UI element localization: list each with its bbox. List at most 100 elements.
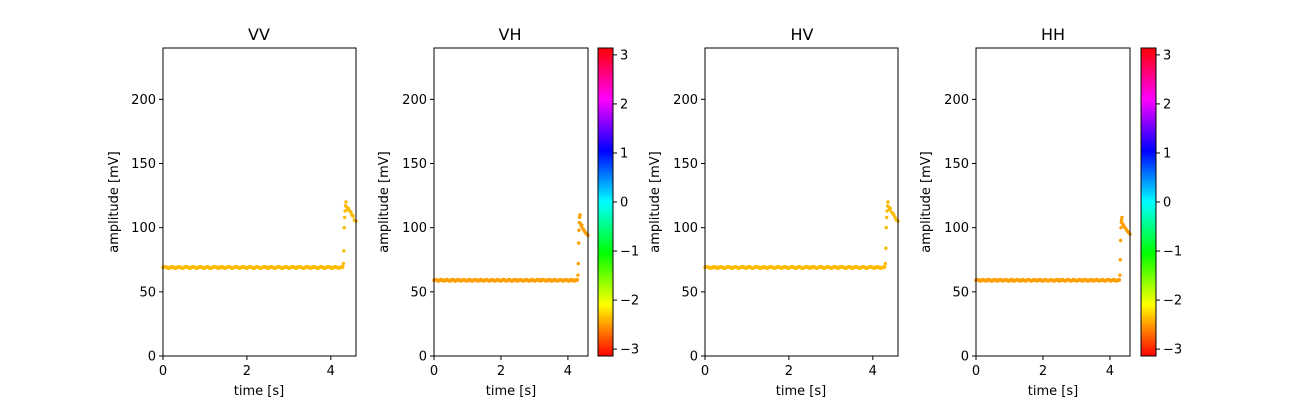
data-point [1120,215,1124,220]
data-point [346,206,351,211]
colorbar-tick-label: −2 [620,294,639,309]
colorbar-ticks: 3 2 1 0 −1 −2 −3 [1156,48,1182,358]
panel-title: HH [1041,25,1065,44]
y-axis-label: amplitude [mV] [377,151,392,253]
y-tick-label: 200 [944,93,969,108]
panel-title: HV [791,25,814,44]
scatter-points [161,200,358,270]
x-tick-label: 0 [972,364,980,379]
data-point [342,249,346,253]
data-point [342,215,347,220]
y-tick-label: 150 [944,157,969,172]
colorbar-gradient [597,47,614,357]
scatter-points [432,213,590,283]
panel-hv: HV 0 50 100 150 200 0 2 4 time [s] amplitude [… [648,25,900,399]
y-tick-label: 150 [131,157,156,172]
data-point [886,200,890,204]
colorbar-tick-label: −2 [1163,294,1182,309]
colorbar-tick-label: −1 [620,245,639,260]
x-tick-label: 2 [1039,364,1047,379]
scatter-points [974,215,1132,283]
colorbar-ticks: 3 2 1 0 −1 −2 −3 [613,48,639,358]
x-axis-label: time [s] [1028,384,1078,399]
data-point [349,210,353,214]
data-point [888,206,893,211]
y-axis-label: amplitude [mV] [919,151,934,253]
panel-title: VV [248,25,270,44]
x-axis-label: time [s] [776,384,826,399]
y-tick-label: 200 [402,93,427,108]
y-tick-label: 100 [944,221,969,236]
y-tick-label: 50 [410,285,427,300]
x-tick-label: 4 [564,364,572,379]
colorbar-tick-label: 1 [620,146,628,161]
data-point [1118,238,1123,243]
y-axis-ticks: 0 50 100 150 200 [944,93,976,365]
y-tick-label: 0 [419,350,427,365]
data-point [884,215,889,220]
panel-title: VH [499,25,522,44]
colorbar-tick-label: 2 [1163,97,1171,112]
panel-hh: HH 0 50 100 150 200 0 2 4 time [s] amplitude [… [919,25,1182,399]
colorbar-gradient [1140,47,1157,357]
data-point [576,273,580,277]
data-point [1118,258,1122,262]
y-tick-label: 200 [673,93,698,108]
colorbar-tick-label: 0 [1163,196,1171,211]
x-axis-ticks: 0 2 4 [159,356,335,379]
y-tick-label: 150 [673,157,698,172]
colorbar-tick-label: 3 [620,48,628,63]
y-tick-label: 100 [402,221,427,236]
data-point [885,209,889,213]
x-tick-label: 0 [701,364,709,379]
y-tick-label: 100 [131,221,156,236]
y-tick-label: 0 [961,350,969,365]
y-axis-label: amplitude [mV] [107,151,122,253]
data-point [576,261,580,266]
x-tick-label: 0 [159,364,167,379]
y-axis-ticks: 0 50 100 150 200 [131,93,163,365]
y-tick-label: 100 [673,221,698,236]
y-tick-label: 0 [690,350,698,365]
y-axis-ticks: 0 50 100 150 200 [673,93,705,365]
panel-vv: VV 0 50 100 150 200 0 2 4 time [s] amplitude [… [107,25,358,399]
data-point [351,214,355,218]
data-point [344,200,348,204]
y-tick-label: 0 [148,350,156,365]
x-tick-label: 2 [243,364,251,379]
x-axis-ticks: 0 2 4 [701,356,877,379]
data-point [577,215,582,220]
x-tick-label: 4 [1106,364,1114,379]
data-point [341,261,346,266]
data-point [580,223,584,227]
data-point [342,225,346,230]
x-axis-ticks: 0 2 4 [972,356,1114,379]
data-point [893,215,897,220]
data-point [884,225,888,230]
data-point [883,261,888,266]
data-point [575,277,579,282]
colorbar-tick-label: −3 [620,343,639,358]
x-tick-label: 2 [785,364,793,379]
y-axis-ticks: 0 50 100 150 200 [402,93,434,365]
plot-frame [162,47,357,357]
x-tick-label: 4 [869,364,877,379]
data-point [576,241,581,245]
x-axis-label: time [s] [486,384,536,399]
y-tick-label: 150 [402,157,427,172]
data-point [1118,273,1122,277]
panel-vh: VH 0 50 100 150 200 0 2 4 time [s] amplitude [… [377,25,639,399]
data-point [884,246,888,250]
colorbar-tick-label: 1 [1163,146,1171,161]
x-tick-label: 0 [430,364,438,379]
colorbar-tick-label: −1 [1163,245,1182,260]
x-tick-label: 2 [497,364,505,379]
colorbar: 3 2 1 0 −1 −2 −3 [1140,47,1182,358]
y-tick-label: 50 [952,285,969,300]
data-point [578,213,582,217]
x-axis-ticks: 0 2 4 [430,356,572,379]
y-tick-label: 200 [131,93,156,108]
colorbar-tick-label: 0 [620,196,628,211]
data-point [1119,225,1123,230]
